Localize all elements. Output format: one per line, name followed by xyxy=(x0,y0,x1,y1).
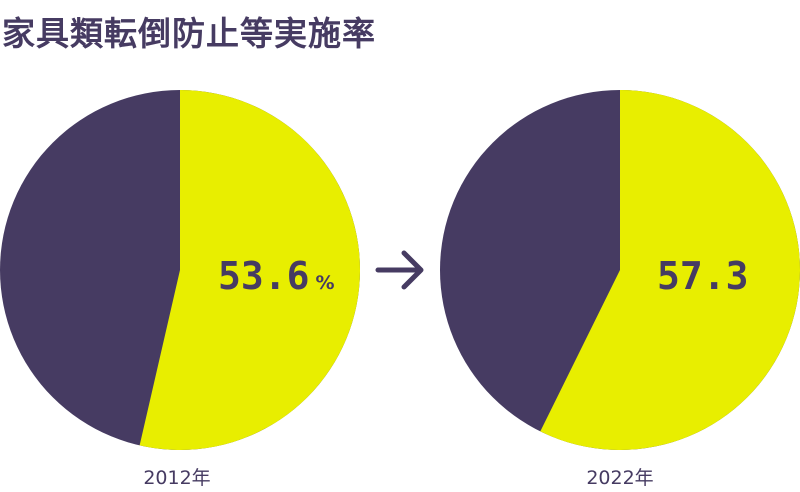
pie-year-label-2012: 2012年 xyxy=(143,467,210,489)
pie-year-label-2022: 2022年 xyxy=(586,467,653,489)
pie-chart-2012 xyxy=(0,90,360,450)
chart-title: 家具類転倒防止等実施率 xyxy=(2,14,376,53)
pie-slice-value-2012 xyxy=(139,90,360,450)
pie-chart-2022 xyxy=(440,89,800,451)
pie-value-label-2022: 57.3 xyxy=(657,254,749,298)
pie-value-label-2012: 53.6% xyxy=(218,254,335,298)
arrow-right-icon xyxy=(375,250,424,290)
pie-slice-value-2022 xyxy=(540,89,800,451)
